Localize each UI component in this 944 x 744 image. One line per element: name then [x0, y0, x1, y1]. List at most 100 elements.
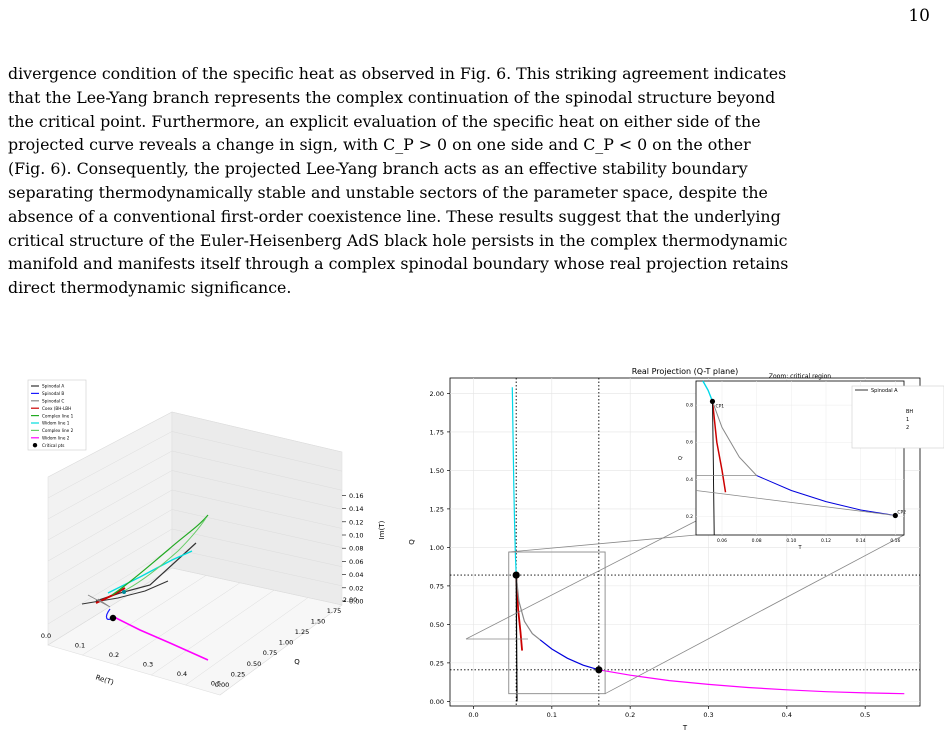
paragraph-line: (Fig. 6). Consequently, the projected Le… [8, 159, 748, 179]
inset-legend-box [851, 385, 944, 449]
pane-gridline [171, 528, 343, 567]
inset-x-tick-label: 0.08 [752, 538, 762, 544]
q-tick-label: 1.50 [311, 617, 325, 625]
zoom-connector [508, 534, 697, 553]
paragraph-line: absence of a conventional first-order co… [8, 206, 781, 226]
inset-x-tick-label: 0.06 [717, 538, 727, 544]
legend-entry-label: Spinodal B [42, 391, 64, 396]
inset-annotation-cp1: CP1 [715, 403, 724, 409]
inset-x-tick-label: 0.16 [890, 538, 900, 544]
im-tick-label: 0.16 [349, 492, 363, 500]
y-tick-label: 1.00 [430, 544, 444, 552]
x-tick-label: 0.0 [468, 711, 478, 719]
re-tick-label: 0.2 [109, 651, 119, 659]
paragraph-line: that the Lee-Yang branch represents the … [8, 87, 776, 107]
y-tick-label: 1.25 [430, 505, 444, 513]
inset-series-black-line [712, 401, 715, 536]
re-tick-label: 0.4 [177, 670, 187, 678]
pane-gridline [47, 450, 173, 520]
legend-marker [32, 443, 38, 448]
y-tick-label: 0.25 [430, 659, 444, 667]
q-tick-label: 0.00 [215, 681, 229, 689]
pane-gridline [171, 431, 343, 472]
inset-series-red-line [711, 401, 727, 493]
series-black-line [515, 575, 518, 702]
y-tick-label: 0.00 [430, 698, 444, 706]
3d-plot-svg: 0.00.10.20.30.40.5Re(T) 0.000.250.500.751… [27, 379, 386, 696]
im-tick-label: 0.08 [349, 545, 363, 553]
legend-entry-label: Coex (BH-LBH [42, 406, 71, 411]
inset-legend-fragment: 2 [906, 425, 909, 431]
legend-entry-label: Spinodal C [42, 399, 64, 404]
pane-gridline [171, 489, 343, 529]
q-tick-label: 0.75 [263, 649, 277, 657]
paragraph-line: the critical point. Furthermore, an expl… [8, 111, 761, 131]
series-blue-line [539, 639, 599, 671]
3d-widom-line-1 [107, 550, 193, 594]
inset-title: Zoom: critical region [769, 373, 831, 380]
y-axis-label: Q [408, 539, 416, 545]
im-tick-label: 0.04 [349, 571, 363, 579]
critical-point-2 [595, 666, 603, 674]
x-axis-label: T [682, 724, 688, 732]
inset-x-tick-label: 0.12 [821, 538, 831, 544]
inset-y-axis-label: Q [678, 456, 684, 460]
x-tick-label: 0.4 [782, 711, 792, 719]
zoom-rectangle [508, 551, 606, 695]
pane-gridline [47, 548, 173, 625]
inset-legend-label: Spinodal A [871, 388, 898, 394]
pane-gridline [47, 489, 173, 562]
q-tick-label: 1.00 [279, 639, 293, 647]
q-tick-label: 0.25 [231, 670, 245, 678]
pane-gridline [47, 431, 173, 499]
real-projection-svg: Real Projection (Q-T plane) 0.0 0.1 0.2 0.3 0… [408, 367, 944, 732]
pane-gridline [171, 411, 343, 453]
im-tick-label: 0.00 [349, 598, 363, 606]
series-red-line [515, 575, 523, 651]
im-tick-label: 0.14 [349, 505, 363, 513]
pane-gridline [47, 411, 173, 478]
y-tick-label: 0.75 [430, 582, 444, 590]
legend-entry-label: Critical pts [42, 443, 64, 448]
paragraph-line: projected curve reveals a change in sign… [8, 135, 751, 155]
q-tick-label: 2.00 [343, 596, 357, 604]
paragraph-line: divergence condition of the specific hea… [8, 64, 787, 83]
3d-complex-line-2 [121, 517, 207, 593]
inset-series-blue-line [756, 475, 896, 516]
3d-complex-line-1 [111, 514, 209, 596]
inset-x-tick-label: 0.14 [856, 538, 866, 544]
inset-y-tick-label: 0.2 [686, 514, 693, 520]
y-tick-label: 0.50 [430, 621, 444, 629]
3d-figure: 0.0 0.1 0.2 0.3 0.4 0.5 Re(T) 0.00 0.25 0.50 0.75 1… [0, 355, 420, 739]
pane-gridline [47, 509, 173, 583]
3d-critical-point [122, 590, 126, 594]
inset-y-tick-label: 0.6 [686, 440, 693, 446]
legend-entry-label: Complex line 2 [42, 428, 74, 433]
pane-gridline [171, 470, 343, 510]
paragraph-line: separating thermodynamically stable and … [8, 182, 768, 202]
zoom-connector [465, 520, 697, 640]
inset-y-tick-label: 0.8 [686, 403, 693, 409]
q-tick-label: 1.75 [327, 607, 341, 615]
re-tick-label: 0.3 [143, 661, 153, 669]
x-tick-label: 0.2 [625, 711, 635, 719]
re-tick-label: 0.0 [41, 632, 51, 640]
y-tick-label: 1.50 [430, 467, 444, 475]
legend-entry-label: Widom line 2 [42, 436, 70, 441]
im-tick-label: 0.02 [349, 584, 363, 592]
zoom-connector [604, 534, 905, 695]
pane-gridline [171, 548, 343, 587]
x-tick-label: 0.5 [860, 711, 870, 719]
real-projection-figure: Real Projection (Q-T plane) 0.0 0.1 0.2 0.3 0… [400, 363, 944, 739]
pane-gridline [47, 528, 173, 604]
inset-x-tick-label: 0.10 [786, 538, 796, 544]
inset-series-gray-line [712, 401, 758, 476]
im-axis-label: Im(T) [378, 520, 386, 539]
floor-gridline [151, 589, 275, 676]
critical-point-1 [512, 571, 520, 579]
im-tick-label: 0.06 [349, 558, 363, 566]
y-tick-label: 2.00 [430, 390, 444, 398]
pane-gridline [171, 509, 343, 548]
inset-x-axis-label: T [797, 545, 802, 551]
